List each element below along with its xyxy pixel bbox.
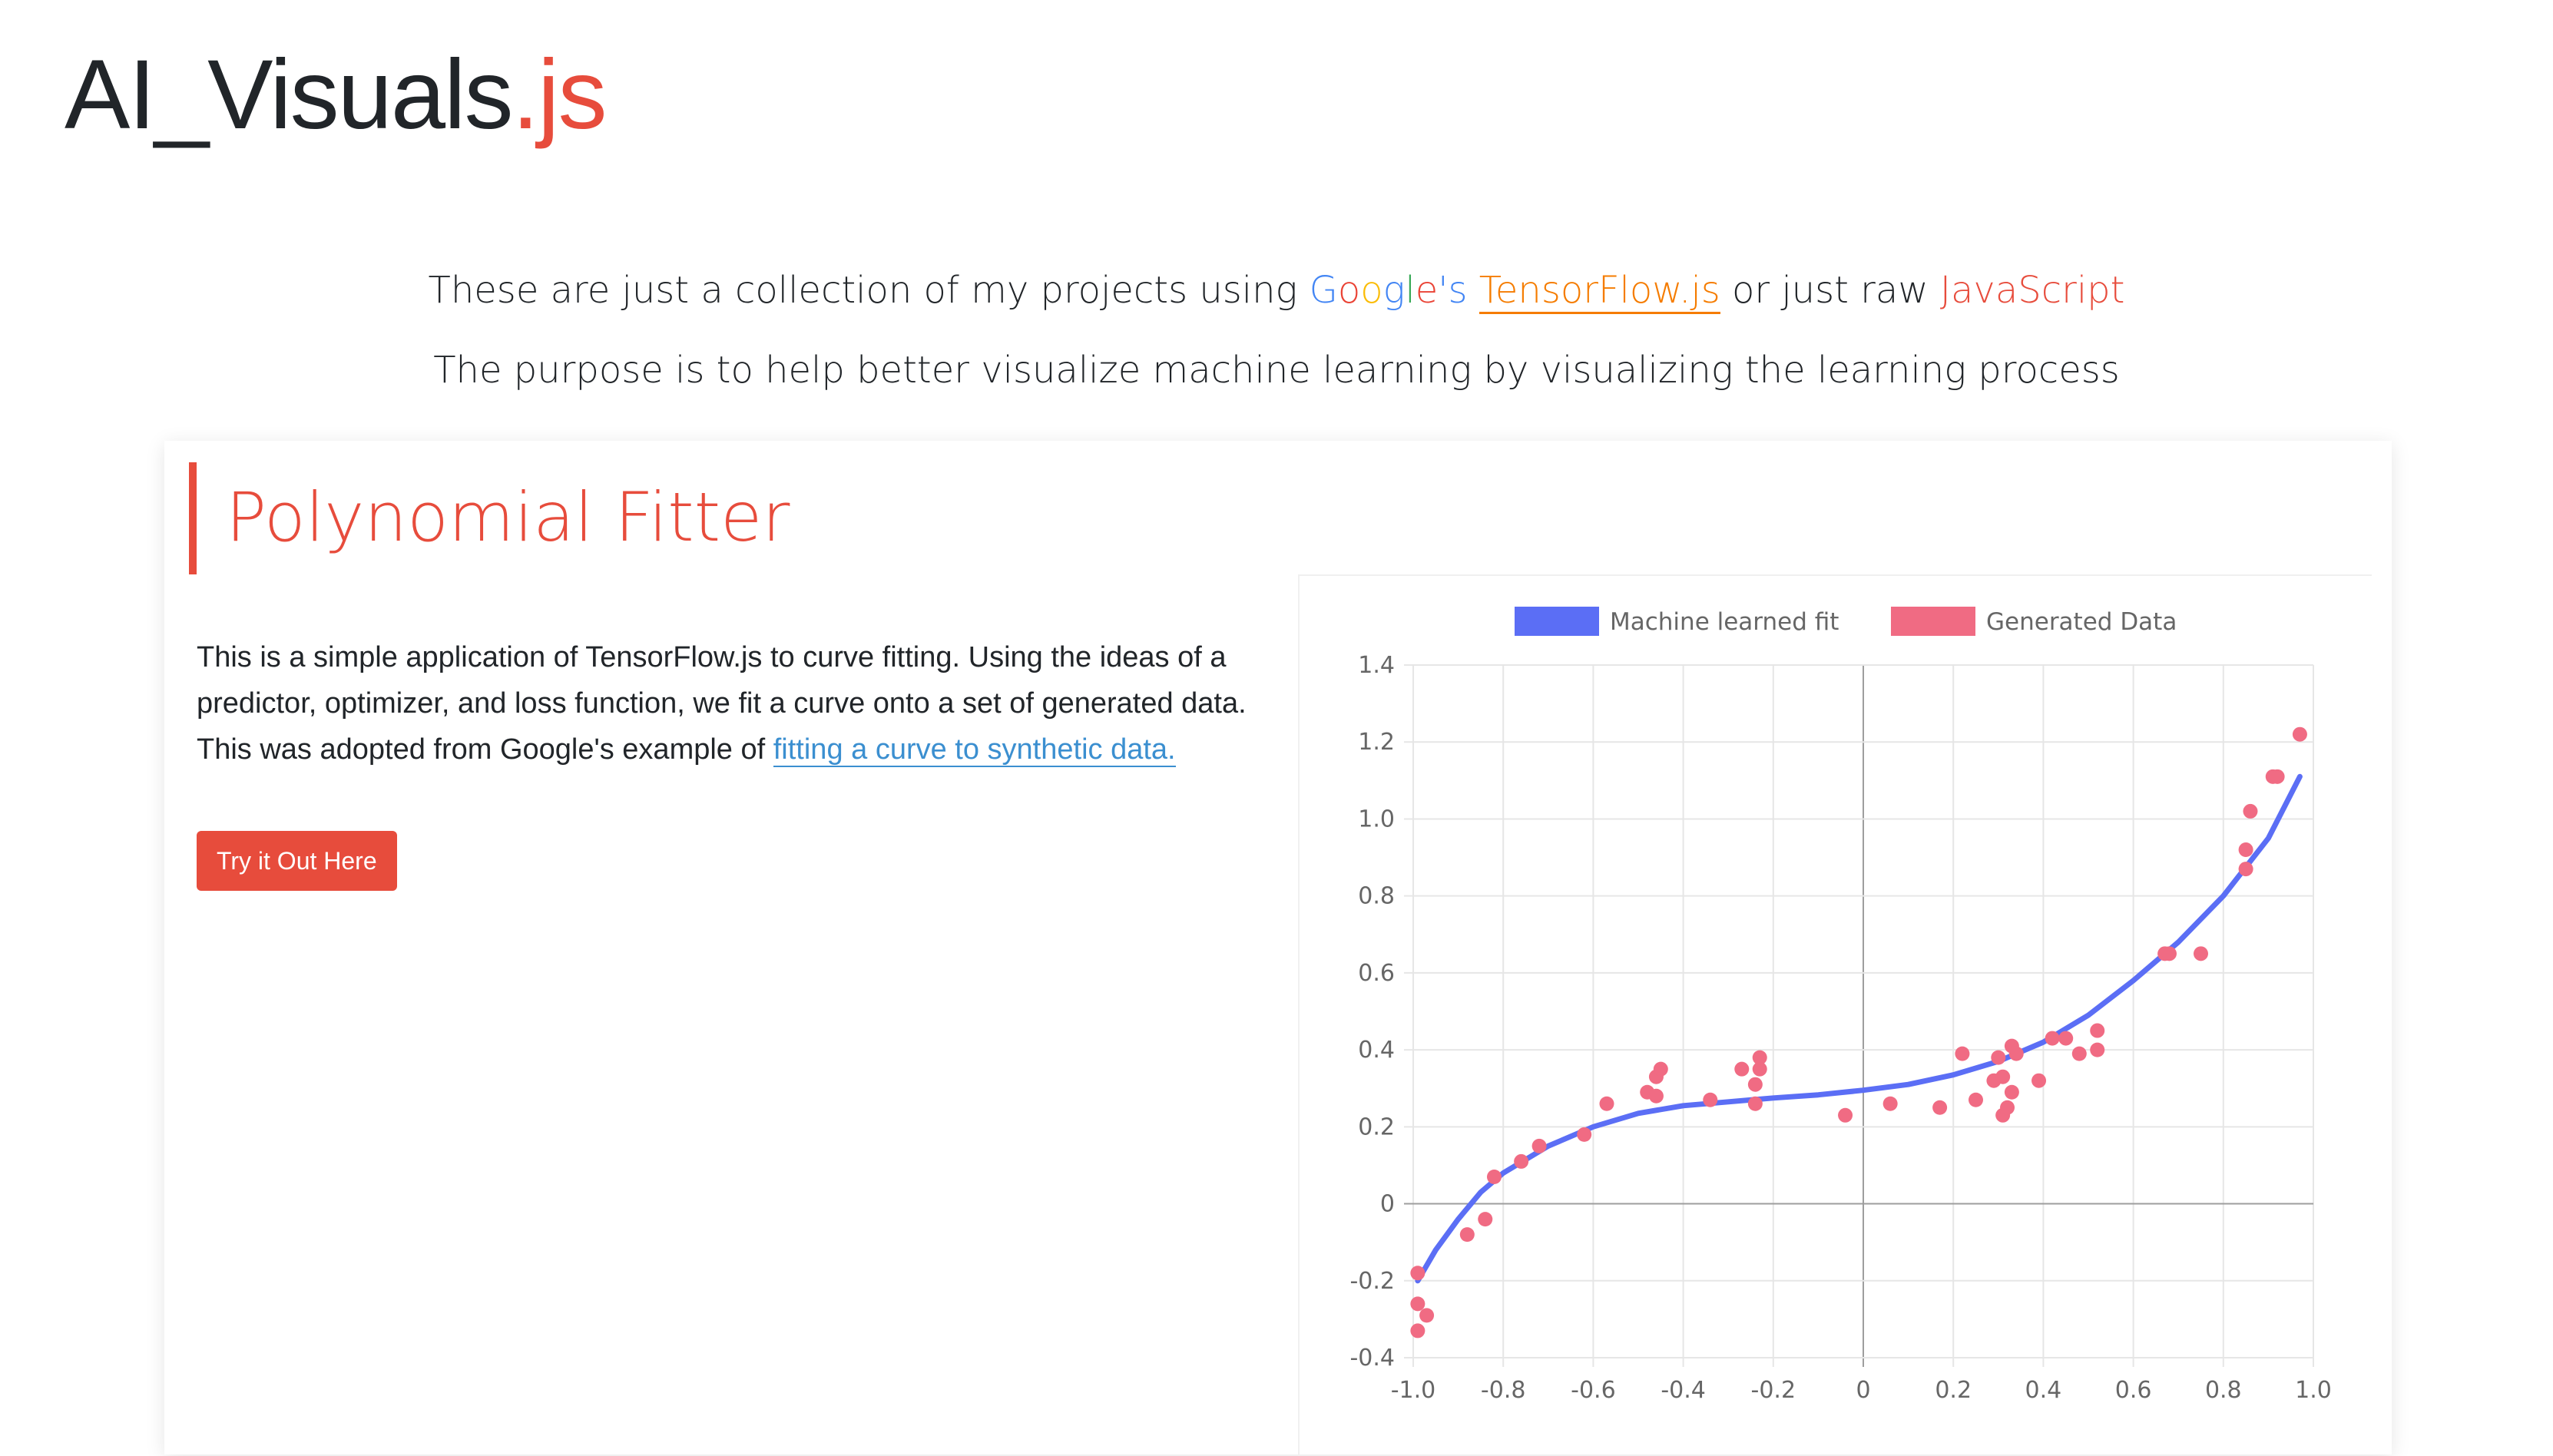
data-point <box>2194 946 2208 961</box>
data-point <box>1410 1296 1426 1312</box>
y-tick-label: 0.4 <box>1358 1037 1395 1064</box>
data-point <box>1747 1096 1763 1111</box>
legend-swatch <box>1891 607 1975 636</box>
y-tick-label: 0.8 <box>1358 883 1395 910</box>
data-point <box>2058 1031 2074 1046</box>
data-point <box>1531 1138 1547 1153</box>
google-letter: o <box>1337 269 1361 312</box>
data-point <box>2045 1031 2060 1046</box>
fit-line <box>1415 773 2303 1284</box>
data-point <box>1514 1153 1529 1169</box>
google-letter: l <box>1405 269 1416 312</box>
google-letter: G <box>1309 269 1338 312</box>
data-point <box>1410 1266 1426 1281</box>
y-tick-label: 0 <box>1380 1191 1395 1218</box>
logo-text: AI_Visuals <box>65 40 513 150</box>
data-point <box>1882 1096 1898 1111</box>
y-tick-label: 1.4 <box>1358 652 1395 679</box>
data-point <box>1459 1227 1475 1243</box>
data-point <box>2071 1046 2087 1061</box>
polynomial-fit-chart: -1.0 -0.8 -0.6 -0.4 -0.2 0 0.2 0.4 0.6 0.8 1.0 1.4 1… <box>1349 607 2332 1404</box>
data-point <box>1995 1069 2011 1084</box>
data-point <box>1478 1212 1493 1227</box>
data-point <box>2161 946 2177 961</box>
data-point <box>1486 1169 1502 1184</box>
x-tick-label: 1.0 <box>2295 1377 2332 1404</box>
x-tick-label: -0.6 <box>1571 1377 1616 1404</box>
y-tick-label: -0.2 <box>1349 1268 1395 1295</box>
intro-line-2: The purpose is to help better visualize … <box>433 349 2120 392</box>
x-tick-label: 0 <box>1856 1377 1870 1404</box>
data-point <box>2004 1084 2019 1100</box>
card-description: This is a simple application of TensorFl… <box>197 634 1287 773</box>
y-tick-label: 0.6 <box>1358 960 1395 987</box>
intro-line-1: These are just a collection of my projec… <box>0 266 2553 315</box>
description-text: This is a simple application of TensorFl… <box>197 641 1247 766</box>
google-word: Google <box>1310 269 1439 312</box>
data-point <box>1838 1107 1853 1123</box>
data-point <box>1747 1077 1763 1092</box>
tensorflow-link[interactable]: TensorFlow.js <box>1478 269 1720 314</box>
data-point <box>1419 1308 1435 1323</box>
x-tick-label: -1.0 <box>1391 1377 1436 1404</box>
data-point <box>1969 1092 1983 1107</box>
data-point <box>2238 862 2253 877</box>
x-tick-label: -0.2 <box>1751 1377 1796 1404</box>
google-letter: e <box>1415 269 1439 312</box>
data-point <box>2270 769 2285 784</box>
x-tick-label: -0.8 <box>1481 1377 1526 1404</box>
legend-swatch <box>1515 607 1599 636</box>
y-tick-label: 1.2 <box>1358 729 1395 756</box>
legend-label: Generated Data <box>1986 608 2177 636</box>
x-tick-label: 0.2 <box>1935 1377 1972 1404</box>
data-point <box>1734 1061 1750 1077</box>
data-point <box>2031 1073 2047 1088</box>
card-title: Polynomial Fitter <box>189 462 790 574</box>
x-tick-label: -0.4 <box>1661 1377 1706 1404</box>
x-tick-label: 0.4 <box>2025 1377 2062 1404</box>
intro-middle: or just raw <box>1720 269 1940 312</box>
y-tick-label: -0.4 <box>1349 1345 1395 1372</box>
data-point <box>1932 1100 1948 1115</box>
data-point <box>2090 1042 2105 1057</box>
data-point <box>2000 1100 2015 1115</box>
javascript-link[interactable]: JavaScript <box>1939 269 2125 312</box>
logo-accent-text: .js <box>512 40 607 150</box>
data-point <box>1599 1096 1614 1111</box>
y-tick-label: 0.2 <box>1358 1114 1395 1140</box>
x-tick-label: 0.6 <box>2115 1377 2152 1404</box>
data-point <box>2243 803 2258 819</box>
data-point <box>1577 1127 1592 1142</box>
data-point <box>1991 1050 2006 1065</box>
site-logo[interactable]: AI_Visuals.js <box>65 34 607 157</box>
project-card-polynomial-fitter: Polynomial Fitter This is a simple appli… <box>164 441 2392 1456</box>
data-point <box>1703 1092 1718 1107</box>
x-tick-label: 0.8 <box>2205 1377 2242 1404</box>
google-letter: g <box>1382 269 1406 312</box>
chart-container: -1.0 -0.8 -0.6 -0.4 -0.2 0 0.2 0.4 0.6 0.8 1.0 1.4 1… <box>1298 574 2372 1456</box>
data-point <box>1955 1046 1970 1061</box>
data-point <box>2238 842 2253 858</box>
synthetic-data-link[interactable]: fitting a curve to synthetic data. <box>773 733 1176 767</box>
data-point <box>2292 726 2307 742</box>
intro-prefix: These are just a collection of my projec… <box>428 269 1310 312</box>
try-it-out-button[interactable]: Try it Out Here <box>197 831 397 891</box>
data-point <box>2090 1023 2105 1038</box>
data-point <box>2008 1046 2024 1061</box>
google-suffix: 's <box>1438 269 1479 312</box>
y-tick-label: 1.0 <box>1358 806 1395 832</box>
google-letter: o <box>1360 269 1383 312</box>
data-point <box>1752 1061 1767 1077</box>
data-point <box>1648 1088 1664 1104</box>
legend-label: Machine learned fit <box>1610 608 1839 636</box>
data-point <box>1752 1050 1767 1065</box>
data-point <box>1653 1061 1668 1077</box>
data-point <box>1410 1323 1426 1339</box>
